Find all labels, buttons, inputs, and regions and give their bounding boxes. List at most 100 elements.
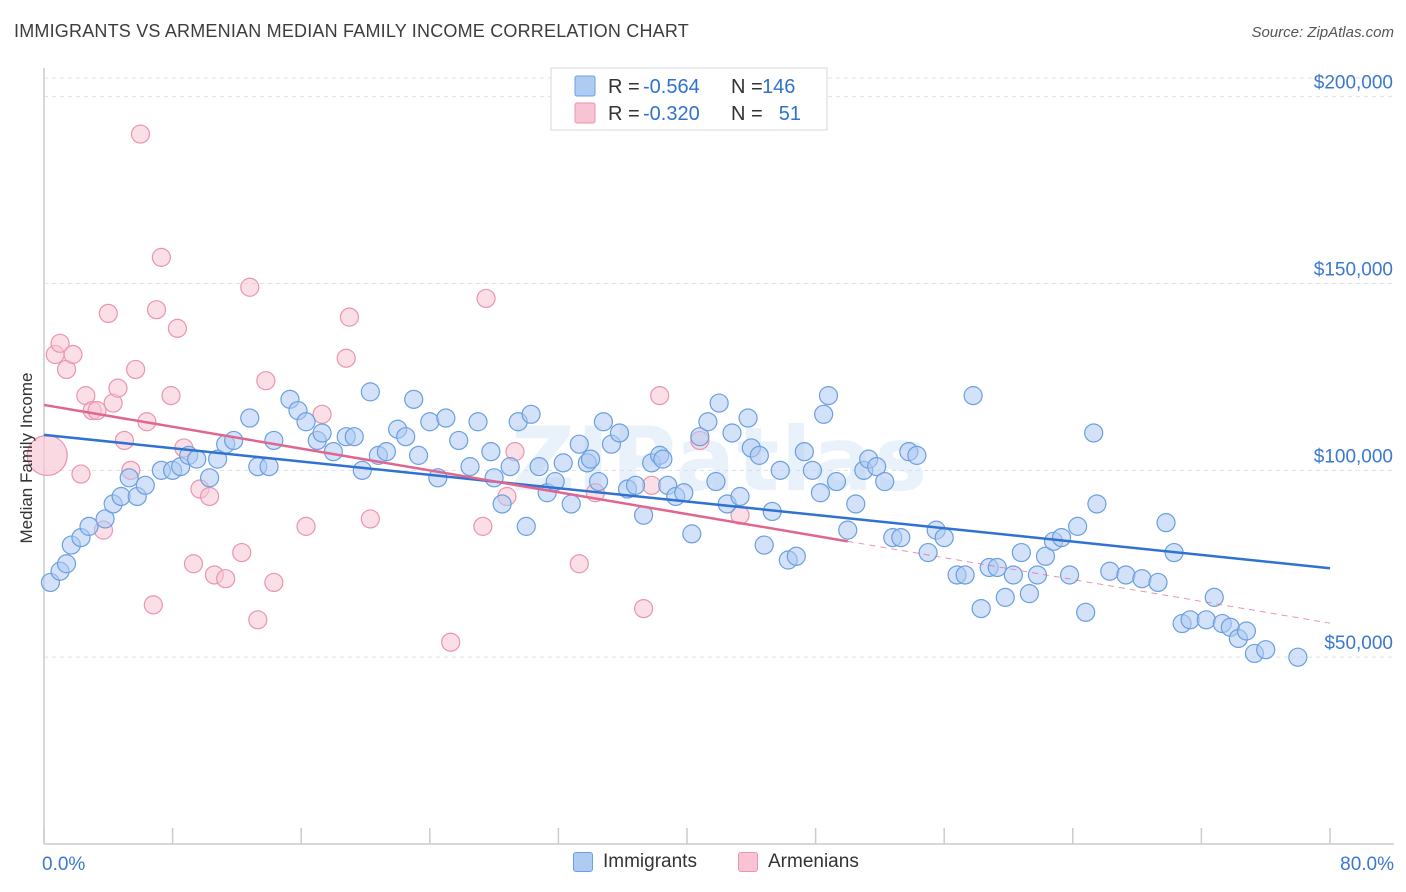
armenian-point — [167, 318, 188, 338]
immigrant-point — [240, 408, 260, 428]
immigrant-point — [199, 468, 220, 488]
legend-n-label-2: N = — [731, 103, 763, 125]
immigrants-trend-line — [43, 433, 1331, 570]
immigrant-point — [1204, 587, 1224, 607]
immigrant-point — [224, 430, 244, 451]
armenians-trend-extension — [847, 540, 1331, 624]
legend-n-value-2: 51 — [779, 103, 801, 125]
immigrant-point — [449, 430, 469, 451]
armenian-point — [183, 554, 204, 574]
immigrant-point — [802, 460, 822, 480]
legend-r-value-1: -0.564 — [643, 76, 700, 98]
immigrant-point — [484, 468, 504, 488]
immigrant-point — [709, 393, 729, 413]
immigrant-point — [875, 471, 895, 492]
armenian-point — [216, 569, 236, 589]
immigrant-point — [561, 494, 581, 514]
immigrant-point — [296, 412, 316, 432]
immigrant-point — [208, 449, 228, 469]
immigrant-point — [1076, 602, 1096, 622]
immigrant-point — [995, 587, 1015, 607]
armenian-point — [296, 516, 316, 536]
y-tick-label: $200,000 — [1314, 73, 1393, 94]
immigrant-point — [135, 475, 155, 495]
immigrant-point — [111, 486, 131, 507]
immigrant-point — [529, 457, 549, 477]
armenian-point — [360, 509, 380, 529]
y-tick-label: $100,000 — [1314, 446, 1393, 467]
immigrant-point — [818, 386, 839, 406]
armenian-point — [633, 598, 654, 619]
immigrant-point — [810, 483, 831, 503]
legend-label-immigrants: Immigrants — [603, 851, 697, 872]
legend-n-value-1: 146 — [762, 76, 795, 98]
trend-lines — [43, 403, 1331, 624]
immigrant-point — [1236, 621, 1257, 641]
immigrant-point — [492, 494, 512, 514]
immigrant-point — [119, 468, 139, 488]
armenian-point — [63, 344, 83, 365]
legend-swatch-armenians — [574, 102, 596, 124]
y-tick-label: $50,000 — [1324, 633, 1393, 654]
immigrant-point — [1087, 494, 1107, 514]
armenian-point — [130, 124, 151, 144]
armenian-point — [161, 386, 181, 406]
immigrant-point — [580, 449, 601, 469]
armenian-point — [248, 610, 268, 630]
armenian-point — [240, 277, 260, 297]
immigrant-point — [1003, 565, 1023, 585]
immigrant-point — [344, 427, 364, 447]
immigrant-point — [749, 445, 769, 465]
immigrant-point — [360, 382, 380, 402]
immigrant-point — [682, 524, 702, 544]
immigrant-point — [481, 442, 501, 462]
armenian-point — [50, 333, 70, 353]
legend-r-label-2: R = — [608, 103, 640, 125]
immigrant-point — [569, 434, 589, 454]
armenian-point — [87, 400, 107, 421]
immigrant-point — [786, 546, 806, 566]
immigrant-point — [1100, 561, 1120, 581]
immigrant-point — [867, 457, 887, 477]
immigrant-point — [730, 486, 750, 507]
immigrant-point — [770, 460, 790, 480]
immigrant-point — [918, 542, 938, 563]
immigrants-points — [40, 382, 1308, 667]
immigrant-point — [1011, 542, 1031, 563]
gridlines — [44, 77, 1394, 658]
immigrant-point — [408, 445, 429, 465]
series-legend: Immigrants Armenians — [0, 851, 1406, 879]
immigrant-point — [420, 412, 440, 432]
armenian-point — [108, 378, 128, 398]
immigrant-point — [312, 423, 332, 443]
armenian-point — [569, 554, 589, 574]
immigrant-point — [1116, 565, 1136, 585]
stats-legend: R = -0.564 N = 146 R = -0.320 N = 51 — [550, 67, 828, 131]
legend-r-label-1: R = — [608, 76, 640, 98]
immigrant-point — [460, 457, 480, 477]
armenian-point — [71, 464, 91, 484]
armenian-point — [126, 359, 146, 380]
immigrant-point — [1132, 569, 1152, 589]
immigrant-point — [79, 516, 99, 536]
immigrant-point — [516, 516, 536, 536]
armenian-point — [114, 430, 134, 451]
armenian-point — [336, 348, 356, 368]
svg-text:R = -0.564 N =: R = -0.564 N = 146 R = -0.320 N = 51 — [608, 76, 801, 125]
armenian-point — [146, 300, 167, 320]
armenians-trend-line — [43, 403, 848, 543]
armenian-point — [143, 595, 163, 615]
armenian-point — [476, 288, 496, 309]
x-tick-labels: 0.0% 80.0% — [42, 854, 1394, 875]
immigrant-point — [259, 457, 279, 477]
chart-title: IMMIGRANTS VS ARMENIAN MEDIAN FAMILY INC… — [14, 21, 689, 41]
immigrant-point — [738, 408, 758, 428]
immigrant-point — [987, 557, 1007, 578]
immigrant-point — [674, 483, 694, 503]
immigrant-point — [754, 535, 774, 555]
armenian-point — [312, 404, 332, 424]
immigrant-point — [1051, 527, 1072, 548]
chart-source: Source: ZipAtlas.com — [1251, 24, 1394, 41]
immigrant-point — [722, 423, 742, 443]
